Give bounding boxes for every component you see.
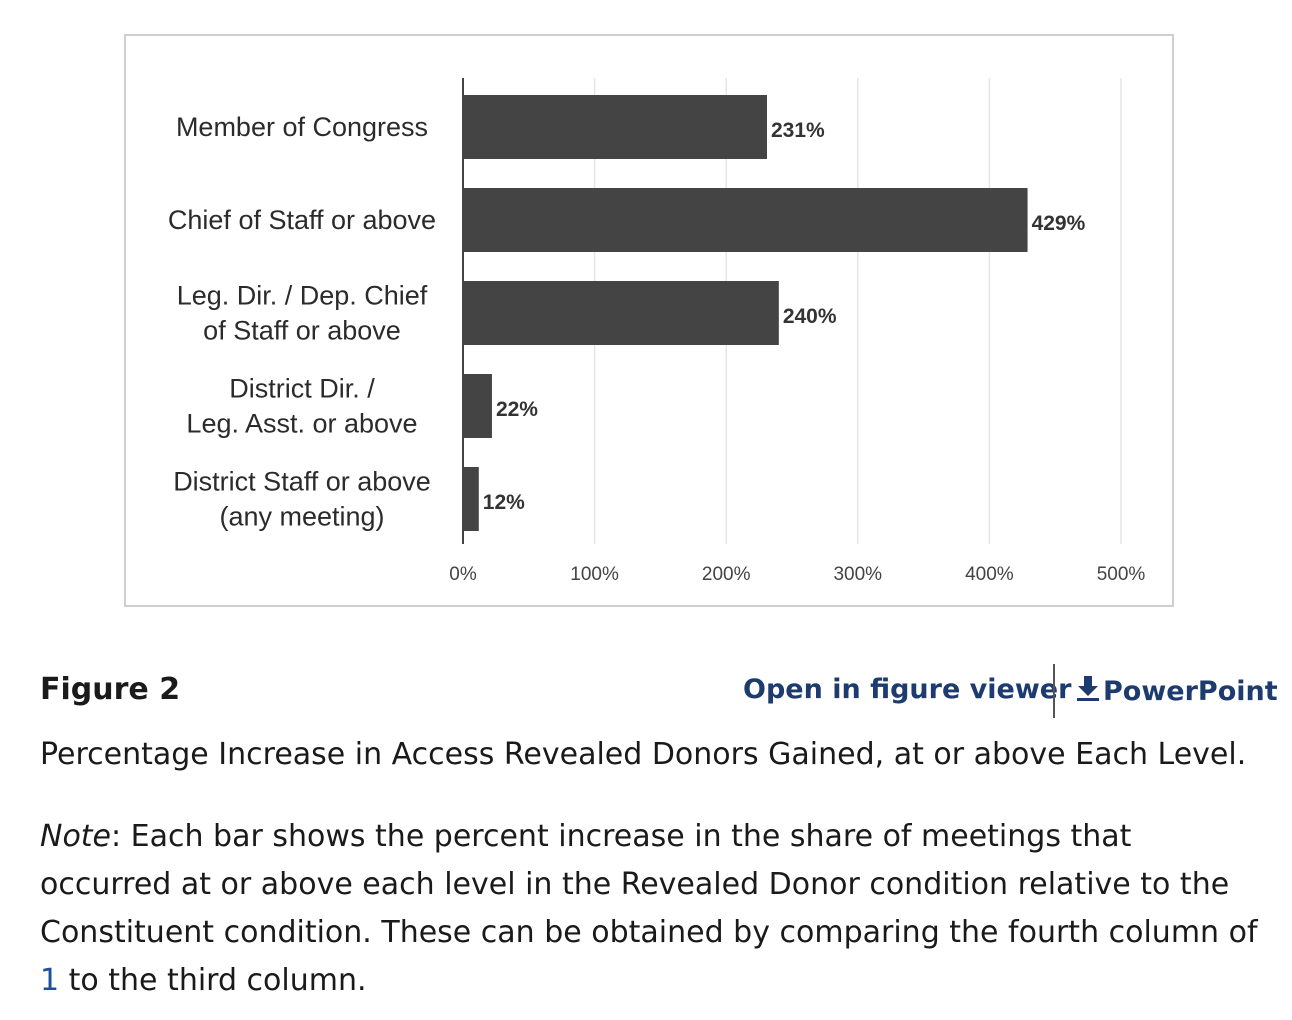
x-tick-label: 400% <box>965 564 1014 585</box>
data-label: 429% <box>1032 212 1086 235</box>
category-label-line: District Dir. / <box>229 374 375 404</box>
data-label: 231% <box>771 119 825 142</box>
note-label: Note <box>40 819 112 854</box>
x-tick-label: 500% <box>1097 564 1146 585</box>
category-label: Leg. Dir. / Dep. Chief of Staff or above <box>177 281 428 346</box>
category-label-line: (any meeting) <box>219 502 384 532</box>
figure-title: Percentage Increase in Access Revealed D… <box>40 737 1247 772</box>
data-label: 12% <box>483 491 525 514</box>
category-label-line: of Staff or above <box>203 316 401 346</box>
bar-chart: 0% 100% 200% 300% 400% 500% 231% Member of Cong… <box>168 78 1145 585</box>
category-label-line: Chief of Staff or above <box>168 205 436 235</box>
download-arrow-icon <box>1077 676 1099 701</box>
category-label-line: Member of Congress <box>176 112 428 142</box>
figure-label: Figure 2 <box>40 672 181 707</box>
powerpoint-download-link[interactable]: PowerPoint <box>1075 674 1278 707</box>
x-tick-label: 300% <box>833 564 882 585</box>
note-text-part-1: : Each bar shows the percent increase in… <box>40 819 1258 950</box>
category-label: District Staff or above (any meeting) <box>173 467 431 532</box>
bar <box>463 281 779 345</box>
data-label: 240% <box>783 305 837 328</box>
bars <box>463 95 1028 531</box>
category-label: Member of Congress <box>176 112 428 142</box>
category-label-line: District Staff or above <box>173 467 431 497</box>
labels: 0% 100% 200% 300% 400% 500% 231% Member of Cong… <box>168 112 1145 585</box>
figure-image[interactable]: 0% 100% 200% 300% 400% 500% 231% Member of Cong… <box>124 34 1174 607</box>
x-tick-label: 200% <box>702 564 751 585</box>
open-figure-viewer-link[interactable]: Open in figure viewer <box>743 674 1072 705</box>
bar <box>463 374 492 438</box>
table-reference-link[interactable]: 1 <box>40 963 60 998</box>
data-label: 22% <box>496 398 538 421</box>
category-label-line: Leg. Dir. / Dep. Chief <box>177 281 428 311</box>
note-text-part-2: to the third column. <box>59 963 367 998</box>
bar <box>463 188 1028 252</box>
x-tick-label: 0% <box>449 564 477 585</box>
category-label: District Dir. / Leg. Asst. or above <box>186 374 417 439</box>
bar <box>463 467 479 531</box>
caption-header: Figure 2 Open in figure viewer PowerPoin… <box>40 664 1278 720</box>
bar <box>463 95 767 159</box>
link-divider <box>1053 664 1055 718</box>
category-label: Chief of Staff or above <box>168 205 436 235</box>
x-tick-label: 100% <box>570 564 619 585</box>
figure-note: Note: Each bar shows the percent increas… <box>40 813 1265 1005</box>
category-label-line: Leg. Asst. or above <box>186 409 417 439</box>
powerpoint-label: PowerPoint <box>1103 676 1278 707</box>
